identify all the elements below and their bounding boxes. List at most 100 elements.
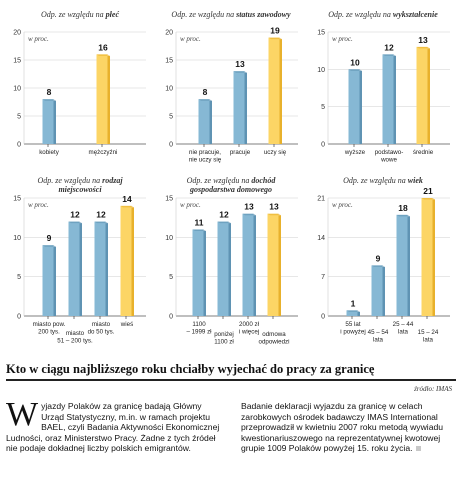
y-tick-label: 15 (13, 58, 21, 65)
y-tick-label: 10 (317, 67, 325, 74)
bar (68, 221, 80, 316)
chart-panel-employment: Odp. ze względu na status zawodowy 0 5 10 1… (158, 10, 304, 170)
bar-shade (53, 100, 56, 144)
category-label-line: – 1999 zł (186, 329, 212, 336)
headline-rule (6, 379, 456, 381)
y-tick-label: 0 (17, 142, 21, 149)
bar-shade (407, 216, 410, 316)
chart-panel-age: Odp. ze względu na wiek 0 7 14 21 w proc. 1 55… (308, 176, 458, 356)
category-label-line: lata (398, 329, 409, 336)
y-tick-label: 15 (13, 196, 21, 203)
bar (268, 37, 280, 144)
value-label: 10 (350, 57, 360, 67)
y-tick-label: 10 (13, 86, 21, 93)
category-label: odmowa odpowiedzi (259, 331, 290, 346)
category-label-line: miasto (92, 321, 111, 328)
category-label-line: 200 tys. (38, 329, 60, 336)
chart-locality: 0 5 10 15 w proc. 9 miasto pow. 200 tys. 12 miast… (13, 194, 146, 345)
bar-shade (253, 215, 256, 316)
bar-shade (228, 223, 231, 316)
y-tick-label: 5 (17, 114, 21, 121)
chart-employment: 0 5 10 15 20 w proc. 8 nie pracuje, nie uczy się… (165, 26, 298, 164)
headline: Kto w ciągu najbliższego roku chciałby w… (6, 362, 375, 376)
y-tick-label: 10 (165, 235, 173, 242)
bar-shade (107, 55, 110, 144)
category-label-line: 1100 (192, 321, 206, 328)
article-text-2: Badanie deklaracji wyjazdu za granicę w … (241, 401, 444, 454)
chart-panel-locality: Odp. ze względu na rodzaj miejscowości 0… (6, 176, 154, 356)
value-label: 13 (418, 35, 428, 45)
chart-title: Odp. ze względu na wykształcenie (328, 10, 438, 19)
y-tick-label: 7 (321, 274, 325, 281)
category-label: pracuje (230, 149, 251, 156)
y-tick-label: 20 (13, 30, 21, 37)
bar (416, 46, 428, 144)
bar-top (348, 69, 362, 71)
drop-cap: W (6, 396, 39, 433)
y-tick-label: 15 (165, 58, 173, 65)
bar (233, 71, 245, 144)
bar (120, 205, 132, 316)
y-tick-label: 14 (317, 235, 325, 242)
value-label: 19 (270, 26, 280, 36)
unit-label: w proc. (332, 201, 353, 209)
category-label: uczy się (264, 149, 287, 156)
bar-top (42, 99, 56, 101)
category-label: 55 lat i powyżej (340, 321, 365, 336)
category-label-line: wyższe (344, 149, 366, 156)
value-label: 13 (244, 202, 254, 212)
chart-title: Odp. ze względu na rodzaj miejscowości (37, 176, 123, 194)
y-tick-label: 15 (317, 30, 325, 37)
bar-top (268, 37, 282, 40)
chart-gender: 0 5 10 15 20 w proc. 8 kobiety 16 mężczyźni (13, 30, 146, 156)
bar-shade (203, 230, 206, 316)
chart-title: Odp. ze względu na status zawodowy (171, 10, 291, 19)
category-label-line: uczy się (264, 149, 287, 156)
category-label-line: do 50 tys. (88, 329, 115, 336)
value-label: 18 (398, 203, 408, 213)
unit-label: w proc. (180, 35, 201, 43)
category-label-line: 51 – 200 tys. (57, 338, 93, 345)
bar-top (396, 214, 410, 217)
category-label: wyższe (344, 149, 366, 156)
bar (267, 213, 279, 316)
category-label: mężczyźni (89, 149, 118, 156)
chart-title: Odp. ze względu na dochód gospodarstwa d… (186, 176, 276, 194)
category-label-line: mężczyźni (89, 149, 118, 156)
article-text-1: yjazdy Polaków za granicę badają Główny … (6, 401, 220, 454)
bar (96, 54, 108, 144)
category-label-line: odmowa (262, 331, 286, 338)
bar (421, 198, 433, 316)
bar (94, 221, 106, 316)
y-tick-label: 21 (317, 196, 325, 203)
category-label-line: odpowiedzi (259, 339, 290, 346)
category-label-line: kobiety (39, 149, 60, 156)
category-label: średnie (413, 149, 434, 156)
category-label: nie pracuje, nie uczy się (189, 149, 222, 164)
chart-title: Odp. ze względu na wiek (343, 176, 423, 185)
bar-top (217, 221, 231, 224)
category-label-line: lata (373, 337, 384, 344)
bar-top (416, 46, 430, 49)
value-label: 8 (203, 87, 208, 97)
chart-panel-gender: Odp. ze względu na płeć 0 5 10 15 20 w proc. 8… (6, 10, 154, 170)
category-label-line: 15 – 24 (418, 329, 439, 336)
category-label-line: wieś (120, 321, 133, 328)
bar-top (68, 221, 82, 224)
category-label-line: i więcej (239, 329, 259, 336)
bar (346, 310, 358, 316)
value-label: 14 (122, 194, 132, 204)
value-label: 8 (47, 87, 52, 97)
y-tick-label: 5 (321, 104, 325, 111)
bar-top (382, 54, 396, 56)
category-label-line: wowe (380, 157, 397, 164)
category-label-line: 2000 zł (239, 321, 260, 328)
y-tick-label: 15 (165, 196, 173, 203)
bar-shade (279, 39, 282, 144)
category-label: 45 – 54 lata (368, 329, 389, 344)
source-note: źródło: IMAS (414, 385, 452, 393)
category-label-line: lata (423, 337, 434, 344)
category-label: 25 – 44 lata (393, 321, 414, 336)
unit-label: w proc. (28, 35, 49, 43)
